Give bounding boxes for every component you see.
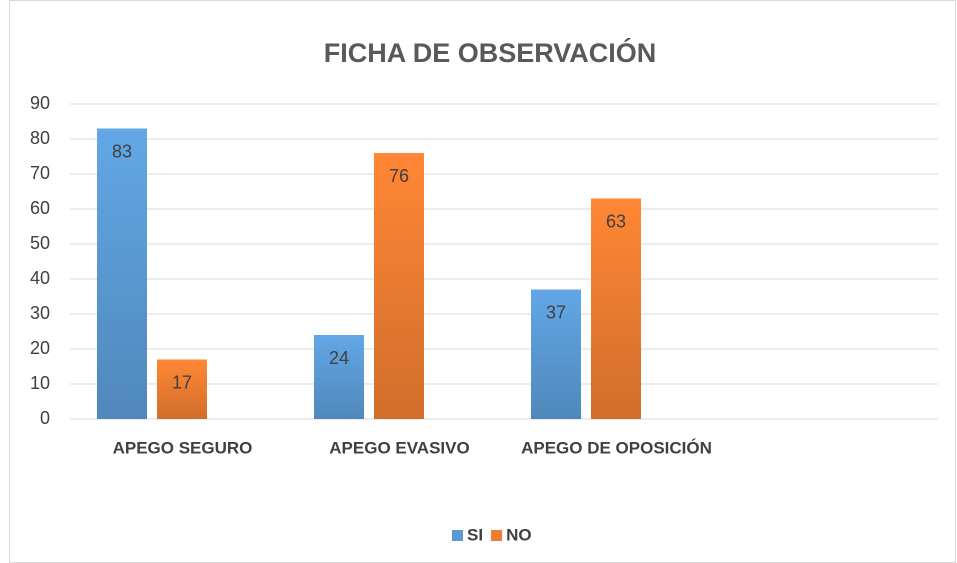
y-tick-label: 60 [30,198,50,218]
legend-label: NO [506,525,532,544]
bar [531,289,581,419]
data-label: 76 [389,166,409,186]
legend-label: SI [467,525,483,544]
data-label: 17 [172,372,192,392]
y-tick-label: 90 [30,93,50,113]
bar [374,153,424,419]
bar [97,128,147,419]
y-tick-label: 10 [30,373,50,393]
data-label: 37 [546,302,566,322]
x-tick-label: APEGO SEGURO [113,438,253,457]
data-label: 83 [112,141,132,161]
y-tick-label: 30 [30,303,50,323]
bar [157,359,207,419]
chart-border [9,0,956,563]
y-tick-label: 40 [30,268,50,288]
data-label: 63 [606,211,626,231]
x-tick-label: APEGO DE OPOSICIÓN [521,438,712,457]
bar [591,198,641,419]
chart-title: FICHA DE OBSERVACIÓN [324,37,657,68]
y-tick-label: 50 [30,233,50,253]
legend-swatch [491,530,503,541]
y-tick-label: 70 [30,163,50,183]
legend-swatch [452,530,463,541]
y-tick-label: 0 [40,408,50,428]
bar [314,335,364,419]
y-tick-label: 20 [30,338,50,358]
x-tick-label: APEGO EVASIVO [329,438,469,457]
data-label: 24 [329,348,349,368]
y-tick-label: 80 [30,128,50,148]
